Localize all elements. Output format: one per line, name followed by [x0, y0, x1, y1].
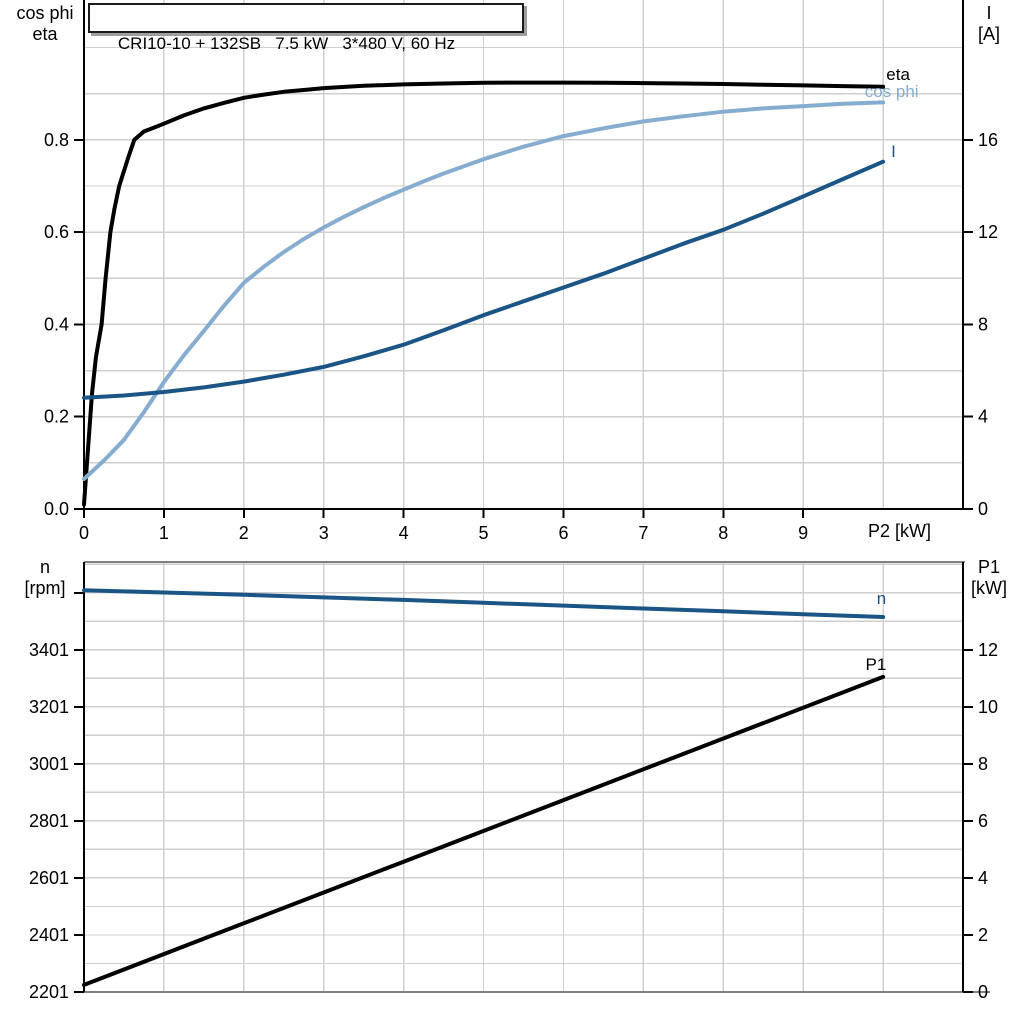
x-tick-label: 7: [638, 523, 648, 543]
left-tick-label: 3001: [29, 754, 69, 774]
chart-title-text: CRI10-10 + 132SB 7.5 kW 3*480 V, 60 Hz: [117, 34, 456, 53]
left-tick-label: 2201: [29, 982, 69, 1002]
right-tick-label: 4: [978, 868, 988, 888]
x-tick-label: 3: [319, 523, 329, 543]
bottom-tick-marks: [74, 591, 973, 993]
right-tick-label: 8: [978, 314, 988, 334]
left-tick-label: 3401: [29, 640, 69, 660]
curve-label-cos-phi: cos phi: [865, 82, 919, 101]
curve-label-P1: P1: [866, 655, 887, 674]
left-tick-label: 2401: [29, 925, 69, 945]
top-axes: [74, 0, 964, 510]
x-tick-label: 8: [718, 523, 728, 543]
curve-I: [82, 159, 886, 400]
right-tick-label: 6: [978, 811, 988, 831]
curve-P1: [82, 674, 886, 987]
top-gridlines: [84, 0, 964, 509]
left-tick-label: 0.6: [44, 222, 69, 242]
curve-eta: [82, 80, 886, 507]
right-tick-label: 12: [978, 222, 998, 242]
top-left-axis-title-line2: eta: [32, 24, 58, 44]
x-tick-label: 5: [479, 523, 489, 543]
x-tick-label: 6: [558, 523, 568, 543]
top-right-axis-title-line1: I: [986, 3, 992, 23]
top-left-axis-title: cos phi eta: [6, 3, 84, 45]
bottom-axes: [83, 561, 990, 993]
right-tick-label: 4: [978, 407, 988, 427]
bottom-chart: 2201 2401 2601 2801 3001 3201 3401 0 2 4 6 8 10 12 n P1: [29, 561, 998, 1002]
bottom-left-axis-title-line1: n: [39, 557, 50, 577]
left-tick-label: 2801: [29, 811, 69, 831]
x-tick-label: 0: [79, 523, 89, 543]
chart-title-box: CRI10-10 + 132SB 7.5 kW 3*480 V, 60 Hz: [88, 3, 524, 53]
top-left-axis-title-line1: cos phi: [16, 3, 74, 23]
left-tick-label: 0.8: [44, 130, 69, 150]
right-tick-label: 0: [978, 982, 988, 1002]
curve-label-n: n: [877, 589, 886, 608]
left-tick-label: 0.0: [44, 499, 69, 519]
bottom-right-axis-title: P1 [kW]: [956, 557, 1022, 599]
top-right-axis-title-line2: [A]: [977, 24, 1000, 44]
right-tick-label: 16: [978, 130, 998, 150]
bottom-tick-labels: 2201 2401 2601 2801 3001 3201 3401 0 2 4 6 8 10 12: [29, 640, 998, 1002]
x-tick-label: 9: [798, 523, 808, 543]
bottom-left-axis-title-line2: [rpm]: [24, 578, 66, 598]
curve-n: [82, 588, 886, 619]
x-tick-label: 1: [159, 523, 169, 543]
top-right-axis-title: I [A]: [956, 3, 1022, 45]
bottom-gridlines: [84, 562, 964, 992]
bottom-left-axis-title: n [rpm]: [6, 557, 84, 599]
curve-cos-phi: [82, 100, 886, 481]
right-tick-label: 2: [978, 925, 988, 945]
top-tick-marks: [74, 138, 973, 518]
left-tick-label: 0.4: [44, 314, 69, 334]
right-tick-label: 0: [978, 499, 988, 519]
bottom-right-axis-title-line2: [kW]: [971, 578, 1007, 598]
right-tick-label: 10: [978, 697, 998, 717]
right-tick-label: 8: [978, 754, 988, 774]
curve-label-eta: eta: [886, 65, 910, 84]
bottom-right-axis-title-line1: P1: [977, 557, 1001, 577]
x-axis-title: P2 [kW]: [868, 521, 932, 541]
right-tick-label: 12: [978, 640, 998, 660]
curve-label-I: I: [891, 142, 896, 161]
x-tick-label: 2: [239, 523, 249, 543]
left-tick-label: 3201: [29, 697, 69, 717]
left-tick-label: 2601: [29, 868, 69, 888]
x-tick-label: 4: [399, 523, 409, 543]
left-tick-label: 0.2: [44, 407, 69, 427]
